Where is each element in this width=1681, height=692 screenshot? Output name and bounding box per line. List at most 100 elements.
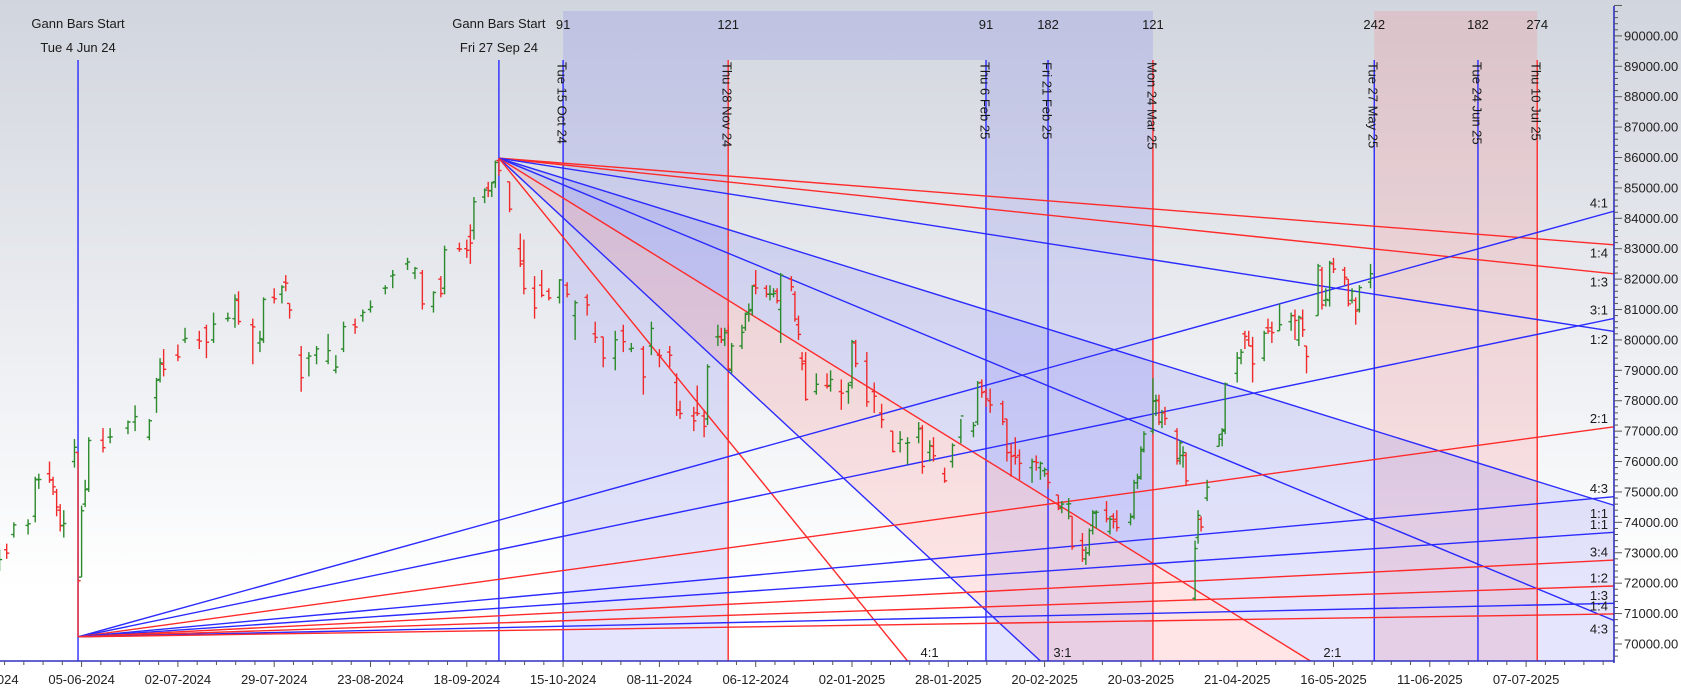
gann-fan-line-2x1[interactable] [77,426,1615,638]
gann-fan-line-1x2[interactable] [78,585,1615,638]
ohlc-bar[interactable] [774,288,780,304]
ohlc-bar[interactable] [507,181,513,213]
ohlc-bar[interactable] [1265,318,1271,334]
ohlc-bar[interactable] [1292,309,1298,340]
ohlc-bar[interactable] [492,160,498,188]
ohlc-bar[interactable] [795,315,802,340]
ohlc-bar[interactable] [1107,516,1113,535]
ohlc-bar[interactable] [778,273,784,343]
ohlc-bar[interactable] [1219,428,1225,447]
plot-area[interactable] [0,11,1615,661]
ohlc-bar[interactable] [722,327,728,347]
ohlc-bar[interactable] [1367,263,1374,289]
ohlc-bar[interactable] [949,443,956,468]
gann-fan-line-1x4[interactable] [78,613,1615,638]
ohlc-bar[interactable] [71,439,78,468]
date-axis[interactable]: 09-05-2024 05-06-2024 02-07-2024 29-07-2024… [0,660,1614,687]
ohlc-bar[interactable] [983,388,989,407]
ohlc-bar[interactable] [107,428,113,444]
ohlc-bar[interactable] [691,406,697,432]
ohlc-bar[interactable] [1353,297,1359,325]
ohlc-bar[interactable] [471,197,477,240]
ohlc-bar[interactable] [1086,528,1092,556]
ohlc-bar[interactable] [742,312,748,331]
gann-fan-line-4x1[interactable] [77,210,1615,638]
ohlc-bar[interactable] [1000,400,1006,426]
ohlc-bar[interactable] [4,543,10,559]
ohlc-bar[interactable] [482,188,488,204]
ohlc-bar[interactable] [1141,431,1147,453]
ohlc-bar[interactable] [584,294,590,316]
gann-fan-line-1x3[interactable] [498,157,1615,275]
ohlc-bar[interactable] [694,385,700,416]
ohlc-bar[interactable] [367,300,374,313]
ohlc-bar[interactable] [279,285,285,304]
ohlc-bar[interactable] [1238,349,1244,365]
ohlc-bar[interactable] [770,288,777,298]
gann-fan-line-2x1[interactable] [498,157,1311,661]
ohlc-bar[interactable] [648,321,654,356]
ohlc-bar[interactable] [897,431,903,453]
ohlc-bar[interactable] [0,549,3,572]
gann-fan-line-1x3[interactable] [78,602,1615,638]
ohlc-bar[interactable] [325,333,331,365]
ohlc-bar[interactable] [753,269,759,295]
ohlc-bar[interactable] [919,425,925,474]
ohlc-bar[interactable] [1037,461,1044,480]
ohlc-bar[interactable] [853,339,859,368]
ohlc-bar[interactable] [1296,315,1302,347]
ohlc-bar[interactable] [1090,510,1096,535]
ohlc-bar[interactable] [749,285,755,316]
ohlc-bar[interactable] [701,409,707,438]
ohlc-bar[interactable] [904,437,911,465]
ohlc-bar[interactable] [232,294,238,328]
ohlc-bar[interactable] [196,330,202,350]
ohlc-bar[interactable] [592,321,598,343]
ohlc-bar[interactable] [1300,309,1306,337]
ohlc-bar[interactable] [1055,494,1061,511]
ohlc-bar[interactable] [441,245,448,295]
ohlc-bar[interactable] [1345,278,1351,307]
ohlc-bar[interactable] [271,288,277,304]
ohlc-bar[interactable] [250,318,256,365]
gann-fan-line-1x2[interactable] [498,157,1615,333]
ohlc-bar[interactable] [352,318,358,334]
ohlc-bar[interactable] [1261,330,1267,362]
ohlc-bar[interactable] [799,352,805,371]
ohlc-bar[interactable] [531,276,538,319]
ohlc-bar[interactable] [11,522,17,538]
ohlc-bar[interactable] [556,279,563,304]
ohlc-bar[interactable] [864,352,870,407]
gann-fan-line-3x4[interactable] [77,559,1615,638]
ohlc-bar[interactable] [161,349,167,377]
ohlc-bar[interactable] [412,266,418,280]
ohlc-bar[interactable] [1250,336,1256,383]
ohlc-bar[interactable] [620,324,626,353]
gann-fan-line-4x3[interactable] [498,157,1615,622]
ohlc-bar[interactable] [1103,501,1110,523]
ohlc-bar[interactable] [157,358,163,383]
ohlc-bar[interactable] [496,158,502,176]
ohlc-bar[interactable] [182,327,188,343]
ohlc-bar[interactable] [146,418,152,441]
ohlc-bar[interactable] [61,510,67,538]
ohlc-bar[interactable] [235,291,242,325]
gann-fan-line-1x4[interactable] [498,157,1615,246]
ohlc-bar[interactable] [941,467,948,483]
ohlc-bar[interactable] [1127,513,1134,526]
ohlc-bar[interactable] [298,346,304,392]
ohlc-bar[interactable] [572,300,578,340]
ohlc-bar[interactable] [203,324,210,359]
ohlc-bar[interactable] [1349,288,1355,304]
ohlc-bar[interactable] [1045,470,1051,489]
ohlc-bar[interactable] [456,242,462,252]
ohlc-bar[interactable] [725,324,731,371]
ohlc-bar[interactable] [1162,406,1168,426]
ohlc-bar[interactable] [824,373,830,389]
ohlc-bar[interactable] [813,373,819,395]
price-axis[interactable]: 70000.00 71000.00 72000.00 73000.00 74000.00… [1613,4,1678,663]
ohlc-bar[interactable] [1174,428,1180,465]
ohlc-bar[interactable] [979,379,985,398]
ohlc-bar[interactable] [1066,498,1072,520]
ohlc-bar[interactable] [788,276,794,292]
